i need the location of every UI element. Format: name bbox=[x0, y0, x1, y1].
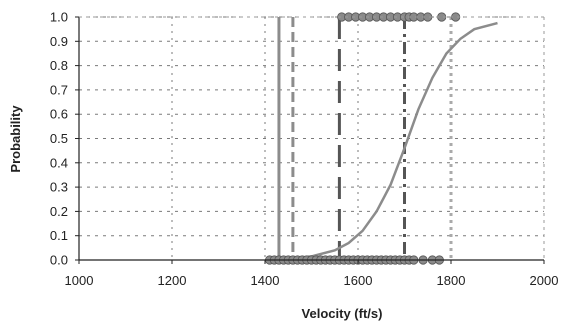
x-tick-label: 2000 bbox=[530, 273, 559, 288]
y-tick-label: 1.0 bbox=[50, 10, 68, 25]
y-tick-label: 0.4 bbox=[50, 155, 68, 170]
y-axis-title: Probability bbox=[8, 105, 23, 173]
y-tick-label: 0.6 bbox=[50, 107, 68, 122]
x-tick-label: 1200 bbox=[158, 273, 187, 288]
y-tick-label: 0.8 bbox=[50, 58, 68, 73]
y-tick-label: 0.0 bbox=[50, 253, 68, 268]
tick-labels: 1000 1200 1400 1600 1800 2000 0.0 0.1 0.2 0.3 0.4 0… bbox=[50, 10, 559, 289]
x-tick-label: 1600 bbox=[344, 273, 373, 288]
gridlines bbox=[79, 16, 544, 260]
y-tick-label: 0.9 bbox=[50, 34, 68, 49]
y-tick-label: 0.3 bbox=[50, 180, 68, 195]
y-tick-label: 0.5 bbox=[50, 131, 68, 146]
x-tick-label: 1800 bbox=[437, 273, 466, 288]
x-tick-label: 1000 bbox=[65, 273, 94, 288]
curve-series-2 bbox=[264, 21, 498, 262]
y-tick-label: 0.7 bbox=[50, 82, 68, 97]
x-tick-label: 1400 bbox=[251, 273, 280, 288]
fitted-curve bbox=[264, 21, 498, 262]
x-axis-title: Velocity (ft/s) bbox=[302, 306, 383, 321]
reference-lines bbox=[277, 17, 453, 260]
y-tick-label: 0.2 bbox=[50, 204, 68, 219]
y-tick-label: 0.1 bbox=[50, 228, 68, 243]
data-points bbox=[265, 12, 461, 265]
